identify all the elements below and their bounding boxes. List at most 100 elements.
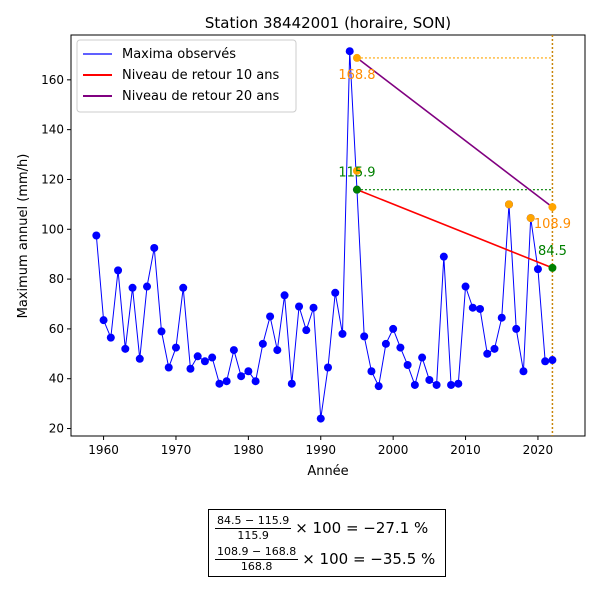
y-tick-label: 60 <box>49 322 64 336</box>
observed-maxima-point <box>374 382 383 391</box>
return-level-green-point <box>352 185 361 194</box>
y-axis-label: Maximum annuel (mm/h) <box>16 154 31 319</box>
value-annotation: 168.8 <box>338 68 375 83</box>
observed-maxima-point <box>287 379 296 388</box>
observed-maxima-point <box>454 379 463 388</box>
formula-20-year-result: × 100 = −35.5 % <box>302 550 436 568</box>
formula-20-year: 108.9 − 168.8 168.8 × 100 = −35.5 % <box>215 544 435 574</box>
plot-frame <box>70 34 586 437</box>
observed-maxima-point <box>208 353 217 362</box>
observed-maxima-point <box>258 339 267 348</box>
observed-maxima-point <box>150 243 159 252</box>
observed-maxima-point <box>519 367 528 376</box>
observed-maxima-point <box>548 356 557 365</box>
observed-maxima-point <box>316 414 325 423</box>
observed-maxima-point <box>295 302 304 311</box>
y-tick-label: 120 <box>41 172 64 186</box>
observed-maxima-point <box>403 361 412 370</box>
x-tick-label: 1960 <box>88 443 119 457</box>
observed-maxima-point <box>439 252 448 261</box>
observed-maxima-point <box>266 312 275 321</box>
observed-maxima-point <box>121 344 130 353</box>
return-level-orange-point <box>548 203 557 212</box>
observed-maxima-point <box>418 353 427 362</box>
y-tick-label: 140 <box>41 123 64 137</box>
y-tick-label: 100 <box>41 222 64 236</box>
observed-maxima-point <box>229 346 238 355</box>
observed-maxima-point <box>309 303 318 312</box>
x-tick-label: 2010 <box>450 443 481 457</box>
observed-maxima-point <box>200 357 209 366</box>
observed-maxima-point <box>222 377 231 386</box>
observed-maxima-point <box>157 327 166 336</box>
observed-maxima-point <box>171 343 180 352</box>
observed-maxima-point <box>483 349 492 358</box>
observed-maxima-point <box>302 326 311 335</box>
observed-maxima-point <box>244 367 253 376</box>
observed-maxima-point <box>490 344 499 353</box>
observed-maxima-point <box>237 372 246 381</box>
value-annotation: 84.5 <box>538 244 567 259</box>
observed-maxima-point <box>324 363 332 372</box>
observed-maxima-point <box>425 375 434 384</box>
formula-20-year-numerator: 108.9 − 168.8 <box>215 544 299 560</box>
observed-maxima-point <box>273 346 282 355</box>
observed-maxima-point <box>179 283 188 292</box>
observed-maxima-point <box>512 324 521 333</box>
observed-maxima-point <box>193 352 202 361</box>
observed-maxima-point <box>128 283 137 292</box>
return-level-green-point <box>548 263 557 272</box>
value-annotation: 108.9 <box>534 217 571 232</box>
observed-maxima-point <box>106 333 115 342</box>
observed-maxima-point <box>396 343 405 352</box>
formula-20-year-fraction: 108.9 − 168.8 168.8 <box>215 544 299 573</box>
legend-label-observed: Maxima observés <box>122 47 236 62</box>
chart-title: Station 38442001 (horaire, SON) <box>205 14 451 32</box>
return-level-orange-point <box>526 214 535 223</box>
y-tick-label: 40 <box>49 372 64 386</box>
observed-maxima-point <box>410 380 419 389</box>
formula-10-year-denominator: 115.9 <box>237 528 269 542</box>
y-tick-label: 80 <box>49 272 64 286</box>
observed-maxima-point <box>92 231 101 240</box>
return-level-20-year-line <box>356 57 553 208</box>
observed-maxima-point <box>381 339 390 348</box>
observed-maxima-point <box>360 332 369 341</box>
y-tick-label: 160 <box>41 73 64 87</box>
plot-area: 1960 1970 1980 1990 2000 2010 2020204060801001… <box>41 34 586 457</box>
observed-maxima-point <box>143 282 152 291</box>
observed-maxima-point <box>135 354 144 363</box>
observed-maxima-point <box>541 357 550 366</box>
legend: Maxima observés Niveau de retour 10 ans … <box>76 39 297 113</box>
x-tick-label: 1970 <box>161 443 192 457</box>
observed-maxima-point <box>497 313 506 322</box>
formula-10-year-result: × 100 = −27.1 % <box>295 519 429 537</box>
observed-maxima-point <box>367 367 376 376</box>
formula-10-year: 84.5 − 115.9 115.9 × 100 = −27.1 % <box>215 513 428 543</box>
observed-maxima-point <box>389 324 398 333</box>
return-level-10-year-line <box>356 188 553 269</box>
observed-maxima-point <box>251 377 260 386</box>
legend-label-10-year: Niveau de retour 10 ans <box>122 68 279 83</box>
observed-maxima-point <box>533 265 542 274</box>
value-annotation: 115.9 <box>338 166 375 181</box>
legend-label-20-year: Niveau de retour 20 ans <box>122 89 279 104</box>
x-axis-label: Année <box>307 464 348 479</box>
observed-maxima-point <box>331 288 340 297</box>
x-tick-label: 1980 <box>233 443 264 457</box>
observed-maxima-point <box>447 380 456 389</box>
observed-maxima-point <box>114 266 123 275</box>
observed-maxima-point <box>186 364 195 373</box>
observed-maxima-point <box>164 363 173 372</box>
observed-maxima-point <box>99 316 108 325</box>
observed-maxima-point <box>476 304 485 313</box>
change-formula-box: 84.5 − 115.9 115.9 × 100 = −27.1 % 108.9… <box>208 509 446 577</box>
observed-maxima-point <box>280 291 289 300</box>
formula-20-year-denominator: 168.8 <box>240 559 273 573</box>
observed-maxima-point <box>468 303 477 312</box>
x-tick-label: 2020 <box>523 443 554 457</box>
observed-maxima-point <box>345 47 354 56</box>
return-level-orange-point <box>352 166 361 175</box>
